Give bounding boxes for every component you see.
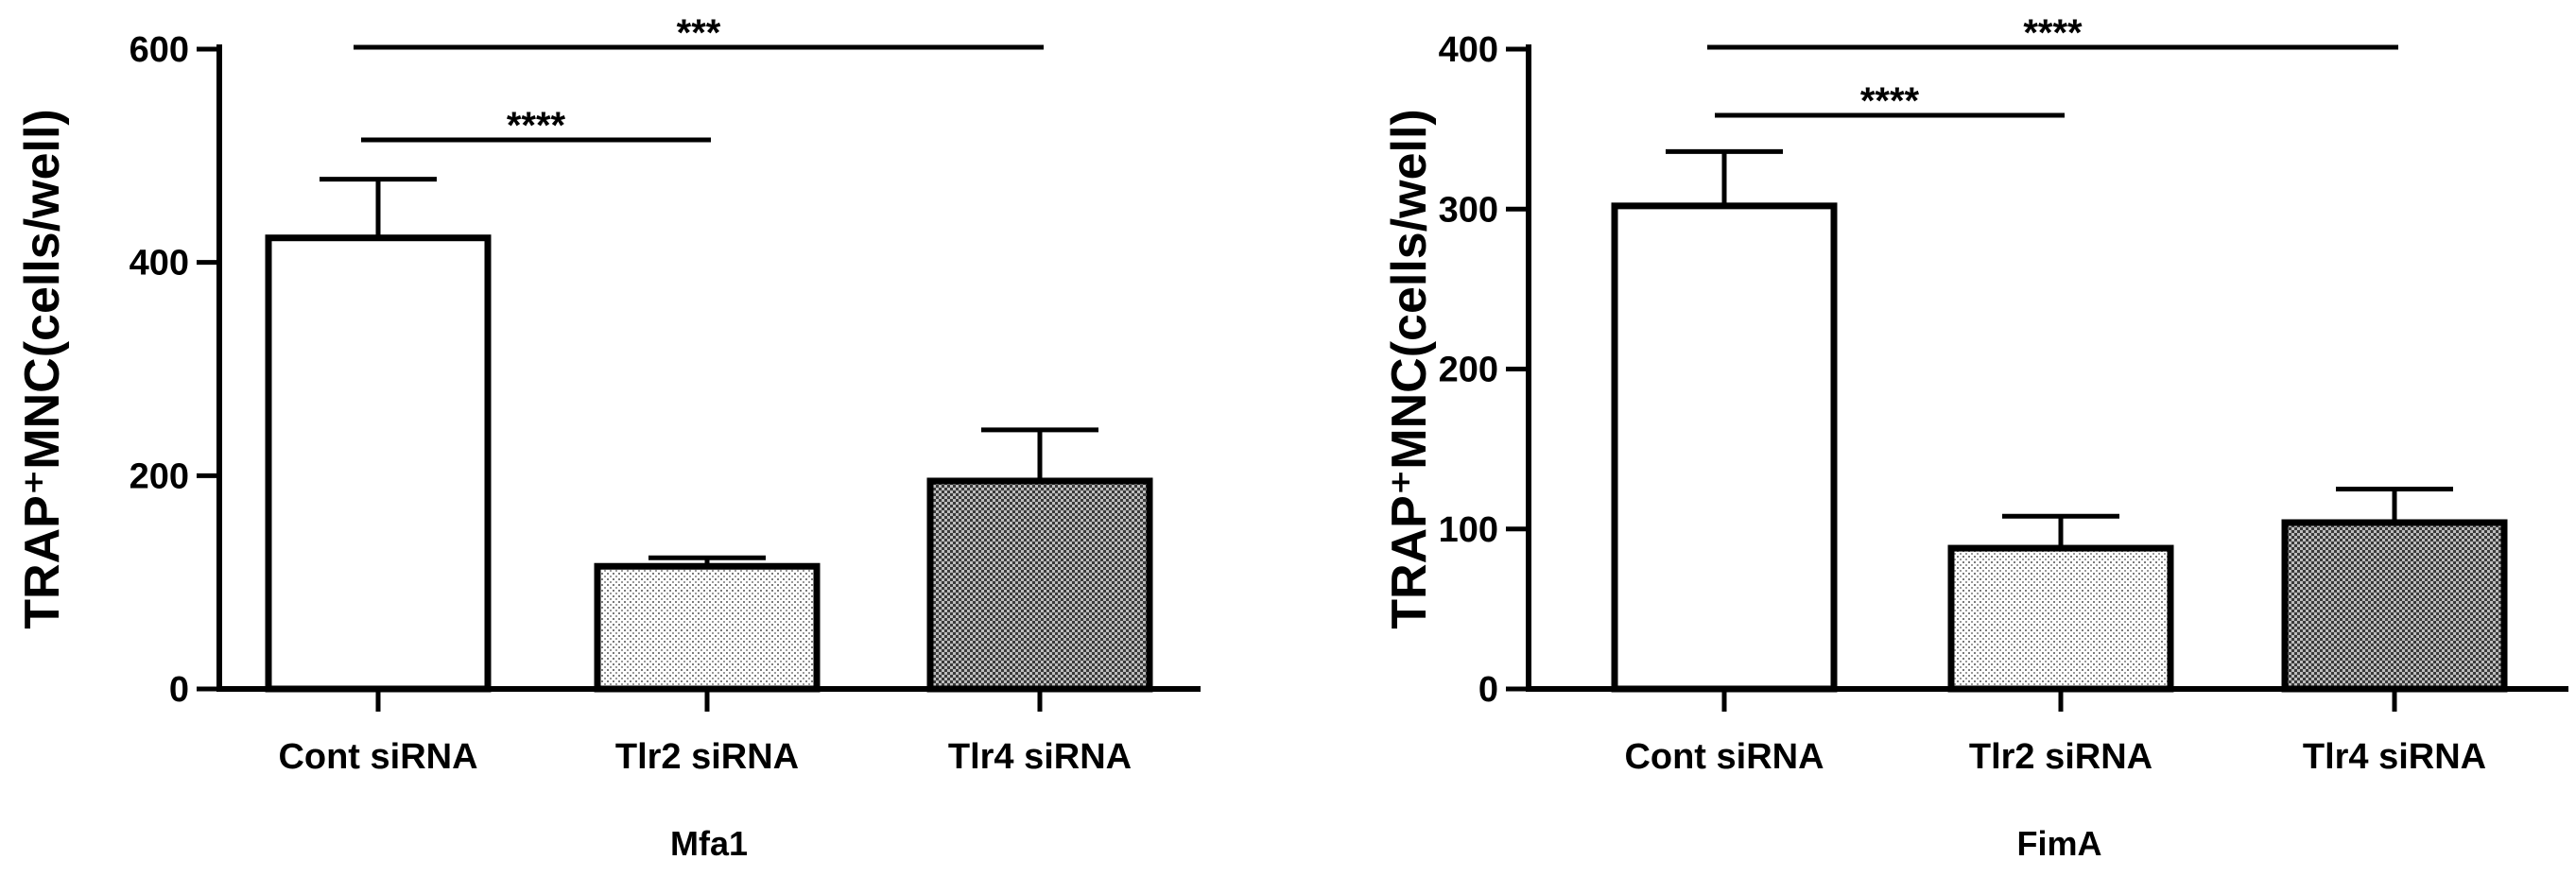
y-tick-label: 300 (1439, 190, 1498, 230)
significance-label: *** (677, 12, 721, 54)
x-tick-label-cont-sirna: Cont siRNA (1624, 737, 1824, 777)
significance-label: **** (507, 105, 566, 146)
y-tick-label: 200 (130, 456, 189, 496)
x-tick-label-tlr2-sirna: Tlr2 siRNA (615, 737, 799, 777)
x-axis-title: FimA (2017, 824, 2102, 863)
y-tick-label: 0 (1478, 670, 1498, 710)
y-tick-label: 200 (1439, 351, 1498, 390)
x-tick-label-cont-sirna: Cont siRNA (278, 737, 477, 777)
bar-cont-sirna (1611, 202, 1838, 693)
significance-label: **** (2023, 12, 2083, 54)
x-axis-title: Mfa1 (670, 824, 748, 863)
y-axis-title: TRAP⁺MNC(cells/well) (15, 109, 70, 628)
x-tick-label-tlr4-sirna: Tlr4 siRNA (2303, 737, 2486, 777)
bar-tlr4-sirna (926, 477, 1153, 693)
y-axis-title: TRAP⁺MNC(cells/well) (1382, 109, 1437, 628)
bar-tlr2-sirna (1947, 544, 2174, 693)
x-tick-label-tlr2-sirna: Tlr2 siRNA (1969, 737, 2152, 777)
y-tick-label: 100 (1439, 510, 1498, 550)
y-tick-label: 600 (130, 30, 189, 70)
y-tick-label: 0 (169, 670, 189, 710)
bar-tlr2-sirna (594, 562, 821, 693)
y-tick-label: 400 (130, 244, 189, 284)
x-tick-label-tlr4-sirna: Tlr4 siRNA (948, 737, 1132, 777)
bar-cont-sirna (265, 234, 492, 693)
y-tick-label: 400 (1439, 30, 1498, 70)
bar-tlr4-sirna (2281, 519, 2508, 693)
chart-panel-mfa1: 0 200 400 600 Cont siRNA Tlr2 siRNA Tlr4 siRNA… (15, 12, 1201, 863)
significance-label: **** (1860, 80, 1920, 122)
chart-panel-fima: 0 100 200 300 400 Cont siRNA Tlr2 siRNA Tlr4 si… (1382, 12, 2568, 863)
